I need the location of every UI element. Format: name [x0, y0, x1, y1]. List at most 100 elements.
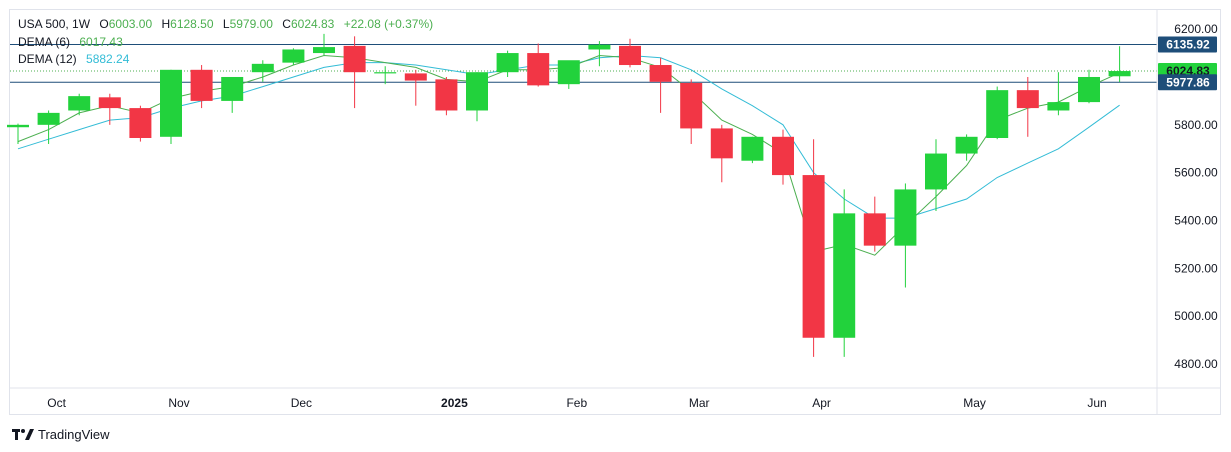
- price-label-text: 6135.92: [1166, 37, 1210, 51]
- x-tick-label: Nov: [168, 396, 189, 410]
- candle-body: [68, 96, 91, 111]
- open-label: O: [99, 17, 109, 31]
- candle-body: [741, 136, 764, 161]
- candle[interactable]: [1108, 46, 1131, 83]
- candle[interactable]: [833, 189, 856, 357]
- candle-body: [1108, 71, 1131, 77]
- candle-body: [1016, 90, 1039, 109]
- y-tick-label: 6200.00: [1174, 22, 1218, 36]
- high-label: H: [161, 17, 171, 31]
- candle-body: [1047, 102, 1070, 111]
- candle-body: [925, 153, 947, 190]
- candle-body: [986, 90, 1009, 138]
- candle[interactable]: [282, 48, 305, 66]
- dema12-label: DEMA (12): [18, 52, 77, 66]
- candle[interactable]: [1078, 69, 1100, 104]
- candle-body: [557, 60, 580, 85]
- dema12-value: 5882.24: [86, 52, 130, 66]
- dema6-label: DEMA (6): [18, 35, 71, 49]
- candle[interactable]: [190, 65, 213, 109]
- candle[interactable]: [557, 60, 580, 89]
- candle-body: [680, 82, 703, 129]
- x-tick-label: Feb: [566, 396, 587, 410]
- candle[interactable]: [160, 69, 182, 144]
- candle-body: [710, 128, 733, 159]
- change-pct: (+0.37%): [384, 17, 434, 31]
- candle[interactable]: [7, 123, 29, 144]
- candle[interactable]: [802, 139, 825, 357]
- candles: [7, 33, 1131, 357]
- candle-body: [619, 45, 641, 66]
- candle-body: [190, 69, 213, 101]
- dema6-value: 6017.43: [79, 35, 123, 49]
- candle[interactable]: [129, 105, 152, 142]
- x-tick-label: Oct: [47, 396, 66, 410]
- y-tick-label: 5200.00: [1174, 261, 1218, 275]
- candle-body: [343, 45, 366, 73]
- candle-body: [527, 53, 550, 86]
- candle-body: [282, 49, 305, 63]
- candle[interactable]: [649, 57, 672, 113]
- candle-body: [466, 72, 488, 111]
- candle[interactable]: [68, 93, 91, 116]
- candle[interactable]: [98, 93, 121, 125]
- close-label: C: [282, 17, 291, 31]
- change-value: +22.08: [343, 17, 381, 31]
- price-label-box: [1158, 74, 1217, 91]
- candle[interactable]: [741, 136, 764, 164]
- candle[interactable]: [986, 86, 1009, 140]
- candle[interactable]: [251, 60, 274, 82]
- candle[interactable]: [435, 76, 458, 116]
- candle[interactable]: [619, 38, 641, 68]
- price-label-box: [1158, 36, 1217, 53]
- candle[interactable]: [1047, 72, 1070, 116]
- candle[interactable]: [343, 36, 366, 109]
- candle-body: [251, 63, 274, 73]
- x-tick-label: May: [963, 396, 986, 410]
- legend-dema12[interactable]: DEMA (12) 5882.24: [18, 51, 129, 67]
- chart-frame: [9, 9, 1221, 415]
- candle[interactable]: [925, 139, 947, 211]
- candle-body: [955, 136, 978, 154]
- price-label-text: 5977.86: [1166, 75, 1210, 89]
- tradingview-brand[interactable]: TradingView: [12, 427, 110, 442]
- candle[interactable]: [466, 72, 488, 122]
- candle[interactable]: [496, 50, 519, 77]
- candle[interactable]: [527, 43, 550, 87]
- low-label: L: [222, 17, 230, 31]
- candle[interactable]: [955, 134, 978, 161]
- candle-body: [435, 79, 458, 111]
- candle-body: [772, 136, 794, 176]
- x-tick-label: Jun: [1087, 396, 1106, 410]
- x-tick-label: Mar: [689, 396, 710, 410]
- candle[interactable]: [221, 76, 244, 113]
- candle[interactable]: [588, 41, 611, 67]
- legend-dema6[interactable]: DEMA (6) 6017.43: [18, 34, 123, 50]
- candle[interactable]: [710, 124, 733, 183]
- candle[interactable]: [313, 33, 335, 56]
- candle-body: [160, 69, 182, 137]
- candle[interactable]: [404, 69, 427, 106]
- candle-body: [863, 213, 886, 246]
- candle[interactable]: [1016, 76, 1039, 137]
- candle-body: [313, 47, 335, 54]
- candle[interactable]: [374, 66, 397, 85]
- candle[interactable]: [680, 79, 703, 144]
- candle[interactable]: [863, 196, 886, 252]
- y-tick-label: 5800.00: [1174, 118, 1218, 132]
- candle[interactable]: [37, 110, 60, 144]
- candle-body: [802, 175, 825, 338]
- horizontal-lines: [10, 43, 1157, 83]
- candle-body: [129, 108, 152, 138]
- candle[interactable]: [772, 129, 794, 185]
- candle[interactable]: [894, 183, 917, 288]
- y-tick-label: 5600.00: [1174, 166, 1218, 180]
- x-tick-label: 2025: [441, 396, 468, 410]
- legend-interval[interactable]: 1W: [72, 17, 91, 31]
- axes: 4800.00 5000.00 5200.00 5400.00 5600.00 5800.…: [10, 10, 1221, 415]
- candle-body: [221, 76, 244, 101]
- candle-body: [588, 44, 611, 50]
- y-tick-label: 5400.00: [1174, 214, 1218, 228]
- legend-symbol[interactable]: USA 500: [18, 17, 66, 31]
